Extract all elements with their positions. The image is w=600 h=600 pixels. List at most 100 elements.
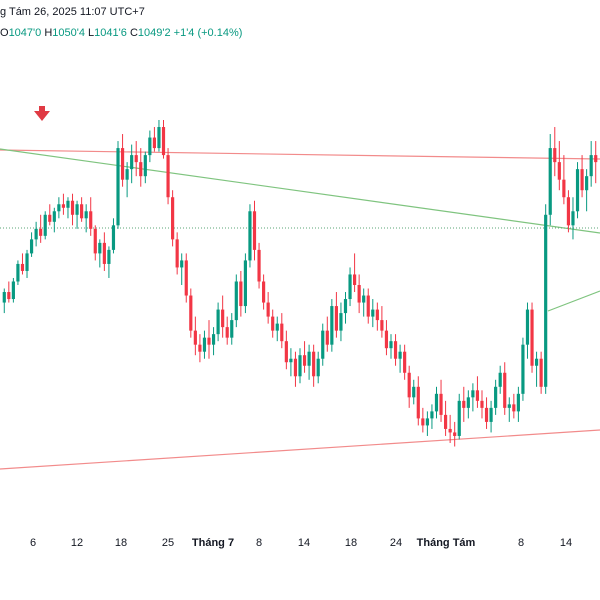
candle	[180, 253, 184, 285]
candle-body	[120, 148, 125, 180]
candle	[70, 193, 75, 226]
candle	[130, 144, 134, 184]
candle-body	[571, 211, 575, 226]
upper-resistance-line[interactable]	[0, 149, 600, 160]
candle-body	[93, 228, 97, 254]
candle	[466, 390, 470, 419]
candle	[575, 162, 580, 219]
candle-body	[312, 351, 316, 377]
candle	[111, 218, 116, 254]
candle	[57, 197, 61, 219]
x-tick-label: 8	[518, 537, 524, 549]
candle	[507, 397, 511, 422]
close-label: C	[129, 27, 138, 39]
candle	[389, 334, 393, 359]
candle	[207, 320, 211, 359]
candle	[61, 193, 66, 215]
candle-body	[553, 148, 557, 163]
candle	[248, 204, 252, 268]
candle-body	[380, 320, 384, 331]
candle-body	[548, 148, 552, 215]
candle	[211, 327, 216, 356]
candle-body	[25, 253, 29, 271]
high-label: H	[44, 27, 53, 39]
descending-trend-line[interactable]	[0, 148, 600, 234]
candle-body	[280, 323, 284, 342]
candle	[189, 288, 193, 338]
candle-body	[462, 400, 466, 408]
candle-body	[443, 414, 448, 429]
candle	[516, 386, 520, 422]
ohlc-legend: O1047'0 H1050'4 L1041'6 C1049'2 +1'4 (+0…	[0, 27, 242, 43]
candle-body	[139, 162, 143, 177]
candle-body	[366, 295, 370, 317]
x-tick-label: 12	[71, 537, 83, 549]
candle-body	[257, 249, 261, 282]
candle-body	[271, 316, 275, 331]
candle-body	[175, 239, 179, 268]
candle	[362, 288, 366, 317]
lower-support-line[interactable]	[0, 429, 600, 470]
candle-body	[439, 393, 443, 415]
candle	[120, 134, 125, 187]
candle-body	[580, 169, 584, 191]
candle	[553, 127, 557, 177]
candle-body	[52, 211, 56, 222]
candle	[262, 274, 266, 310]
candle-body	[211, 334, 216, 345]
candle	[407, 365, 411, 408]
candle-body	[562, 179, 566, 198]
candle	[52, 207, 56, 233]
candle	[80, 197, 84, 222]
candle-body	[484, 407, 489, 422]
candle	[489, 400, 493, 433]
candle	[152, 127, 157, 152]
candle-body	[512, 404, 516, 412]
candle	[66, 197, 70, 219]
low-value: 1041'6	[94, 27, 127, 39]
candle-body	[498, 372, 502, 387]
candle-body	[530, 309, 534, 366]
candle	[562, 155, 566, 205]
candle-body	[70, 200, 75, 215]
candle	[462, 386, 466, 422]
short-trend-line[interactable]	[547, 290, 600, 312]
candle-body	[544, 214, 548, 387]
candle-body	[421, 418, 425, 426]
candle	[548, 134, 552, 226]
candle	[357, 274, 361, 314]
candle	[275, 316, 279, 342]
candle	[171, 190, 175, 247]
candle	[161, 120, 166, 159]
low-label: L	[88, 27, 95, 39]
candle	[252, 200, 257, 261]
x-tick-label: Tháng Tám	[417, 537, 476, 549]
x-tick-label: Tháng 7	[192, 537, 234, 549]
candle	[484, 397, 489, 429]
candle-body	[412, 386, 416, 398]
candle-body	[252, 211, 257, 250]
candle-body	[371, 309, 375, 317]
candle-body	[375, 309, 379, 321]
candle-body	[43, 214, 47, 236]
candle	[230, 313, 234, 345]
top-bar: g Tám 26, 2025 11:07 UTC+7	[0, 0, 600, 24]
candle-body	[80, 204, 84, 219]
candle	[453, 421, 457, 447]
down-arrow-icon	[34, 106, 50, 121]
x-tick-label: 14	[298, 537, 310, 549]
candle	[384, 320, 389, 356]
candle-body	[425, 418, 429, 426]
candle	[557, 141, 561, 191]
open-value: 1047'0	[8, 27, 42, 39]
candle	[330, 299, 334, 352]
candle-body	[130, 155, 134, 170]
candle	[225, 316, 229, 345]
candle-body	[489, 407, 493, 422]
time-axis[interactable]: 6 12 18 25 Tháng 7 8 14 18 24 Tháng Tám 8 14	[30, 537, 572, 549]
candle-body	[157, 127, 161, 149]
candle-body	[230, 320, 234, 338]
candle	[202, 330, 207, 359]
candle	[266, 292, 270, 324]
